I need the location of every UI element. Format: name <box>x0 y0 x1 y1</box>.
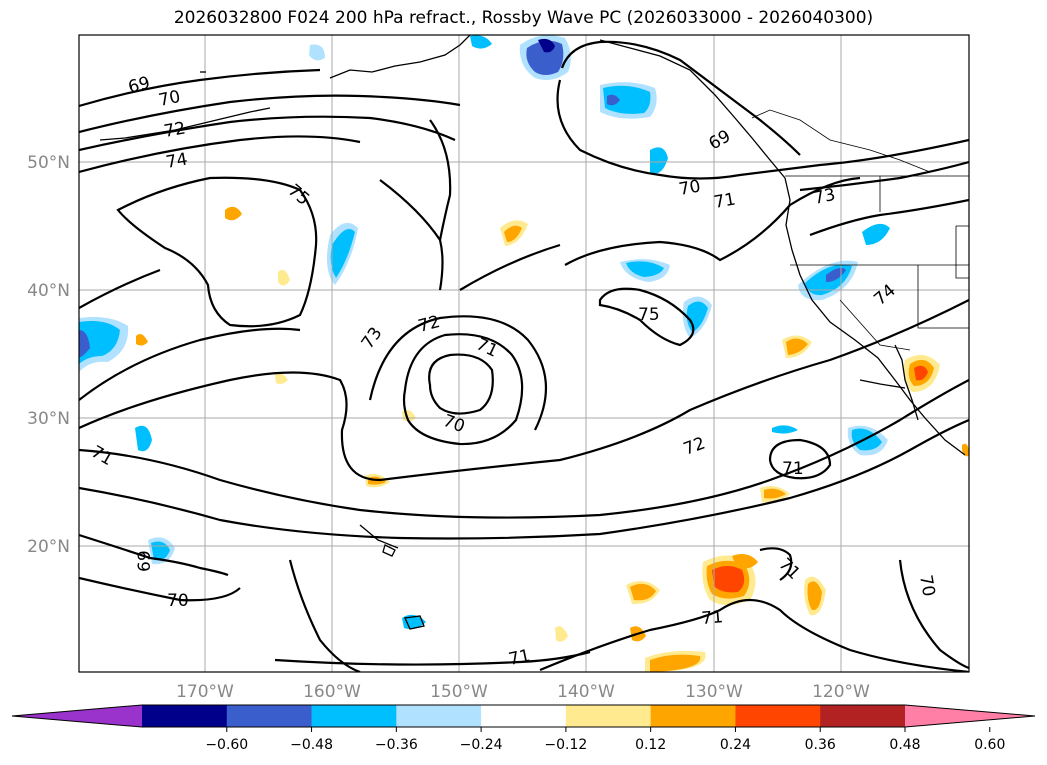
colorbar-tick-label: 0.24 <box>720 737 751 753</box>
contours <box>79 40 969 672</box>
lon-label: 160°W <box>303 682 361 702</box>
colorbar-segment <box>565 705 652 727</box>
lon-label: 120°W <box>812 682 870 702</box>
colorbar-tick-label: −0.36 <box>375 737 418 753</box>
coastlines <box>99 35 966 630</box>
colorbar-extend-high <box>905 705 1035 727</box>
colorbar: −0.60 −0.48 −0.36 −0.24 −0.12 0.12 0.24 0.36 0.4… <box>11 704 1036 753</box>
lon-labels: 170°W 160°W 150°W 140°W 130°W 120°W <box>176 682 870 702</box>
contour-label: 70 <box>677 176 702 199</box>
colorbar-tick-label: −0.12 <box>544 737 587 753</box>
colorbar-segment <box>311 705 397 727</box>
lon-label: 170°W <box>176 682 234 702</box>
map-frame <box>78 34 970 673</box>
lat-label: 20°N <box>27 537 70 557</box>
lat-label: 30°N <box>27 409 70 429</box>
shaded-anomalies <box>79 35 969 672</box>
contour-label: 70 <box>167 591 189 611</box>
colorbar-tick-label: −0.60 <box>205 737 248 753</box>
contour-label: 70 <box>157 87 182 111</box>
colorbar-tick-label: 0.48 <box>889 737 920 753</box>
colorbar-tick-label: −0.24 <box>460 737 503 753</box>
colorbar-tick-label: −0.48 <box>290 737 333 753</box>
contour-label: 71 <box>782 459 804 479</box>
colorbar-tick-label: 0.12 <box>635 737 666 753</box>
contour-label: 73 <box>812 185 837 209</box>
colorbar-segment <box>142 705 228 727</box>
map-title: 2026032800 F024 200 hPa refract., Rossby… <box>173 8 874 28</box>
colorbar-tick-label: 0.36 <box>805 737 836 753</box>
colorbar-segment <box>481 705 567 727</box>
colorbar-outline <box>11 704 1036 728</box>
contour-label: 75 <box>638 305 660 325</box>
lat-label: 50°N <box>27 153 70 173</box>
colorbar-tick-label: 0.60 <box>974 737 1005 753</box>
lon-label: 140°W <box>557 682 615 702</box>
contour-label: 71 <box>507 646 532 670</box>
lat-label: 40°N <box>27 281 70 301</box>
lon-label: 130°W <box>685 682 743 702</box>
contour-label: 69 <box>135 550 155 572</box>
contour-label: 71 <box>712 189 737 212</box>
lon-label: 150°W <box>430 682 488 702</box>
contour-label: 71 <box>701 607 724 629</box>
contour-label: 72 <box>162 118 187 141</box>
colorbar-segment <box>820 705 906 727</box>
contour-label: 74 <box>164 149 189 172</box>
boundaries <box>751 109 969 351</box>
colorbar-extend-low <box>12 705 142 727</box>
colorbar-segment <box>226 705 313 727</box>
colorbar-segment <box>650 705 736 727</box>
map-area <box>79 35 969 672</box>
colorbar-segment <box>396 705 482 727</box>
lat-labels: 50°N 40°N 30°N 20°N <box>27 153 70 557</box>
contour-label: 70 <box>915 573 938 598</box>
colorbar-segment <box>735 705 821 727</box>
